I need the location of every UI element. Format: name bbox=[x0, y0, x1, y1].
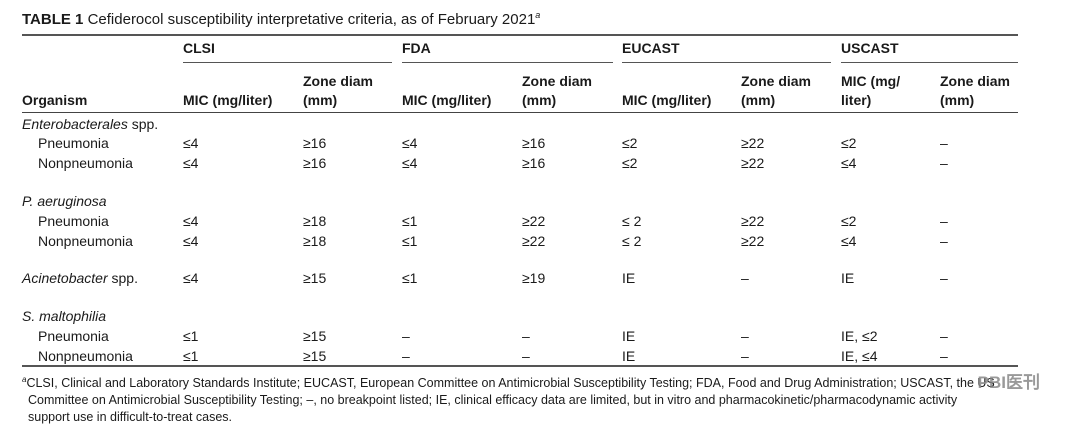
uscast-mic-cell: ≤2 bbox=[841, 135, 857, 151]
clsi-zone-cell: ≥18 bbox=[303, 213, 327, 229]
col-fda-zone: Zone diam (mm) bbox=[522, 73, 593, 108]
organism-cell: Pneumonia bbox=[38, 213, 109, 229]
col-organism: Organism bbox=[22, 92, 88, 108]
uscast-zone-cell: – bbox=[940, 348, 948, 364]
watermark: PBI医刊 bbox=[977, 373, 1040, 392]
organism-cell: S. maltophilia bbox=[22, 308, 107, 324]
col-eucast-mic: MIC (mg/liter) bbox=[622, 92, 712, 108]
eucast-mic-cell: ≤ 2 bbox=[622, 213, 642, 229]
table-title: TABLE 1 Cefiderocol susceptibility inter… bbox=[22, 10, 540, 28]
uscast-mic-cell: ≤4 bbox=[841, 155, 857, 171]
uscast-zone-cell: – bbox=[940, 135, 948, 151]
uscast-zone-cell: – bbox=[940, 233, 948, 249]
uscast-zone-cell: – bbox=[940, 213, 948, 229]
group-uscast: USCAST bbox=[841, 40, 899, 56]
table-number: TABLE 1 bbox=[22, 11, 84, 28]
uscast-mic-cell: IE bbox=[841, 270, 855, 286]
fda-mic-cell: ≤1 bbox=[402, 233, 418, 249]
clsi-mic-cell: ≤1 bbox=[183, 328, 199, 344]
eucast-zone-cell: ≥22 bbox=[741, 233, 765, 249]
clsi-zone-cell: ≥16 bbox=[303, 135, 327, 151]
footnote-text-1: CLSI, Clinical and Laboratory Standards … bbox=[26, 376, 995, 391]
title-footnote-mark: a bbox=[535, 10, 541, 20]
footnote-line-2: Committee on Antimicrobial Susceptibilit… bbox=[28, 393, 958, 408]
eucast-zone-cell: ≥22 bbox=[741, 155, 765, 171]
uscast-mic-cell: ≤2 bbox=[841, 213, 857, 229]
col-clsi-mic: MIC (mg/liter) bbox=[183, 92, 273, 108]
group-rule-eucast bbox=[622, 62, 831, 63]
eucast-zone-cell: – bbox=[741, 328, 749, 344]
fda-mic-cell: ≤1 bbox=[402, 213, 418, 229]
clsi-zone-cell: ≥15 bbox=[303, 348, 327, 364]
clsi-zone-cell: ≥16 bbox=[303, 155, 327, 171]
organism-cell: Pneumonia bbox=[38, 328, 109, 344]
uscast-zone-cell: – bbox=[940, 328, 948, 344]
eucast-zone-cell: – bbox=[741, 348, 749, 364]
eucast-zone-cell: – bbox=[741, 270, 749, 286]
uscast-zone-cell: – bbox=[940, 270, 948, 286]
group-fda: FDA bbox=[402, 40, 431, 56]
fda-zone-cell: – bbox=[522, 348, 530, 364]
header-rule bbox=[22, 112, 1018, 113]
group-rule-fda bbox=[402, 62, 613, 63]
group-rule-clsi bbox=[183, 62, 392, 63]
col-eucast-zone: Zone diam (mm) bbox=[741, 73, 812, 108]
uscast-mic-cell: IE, ≤2 bbox=[841, 328, 878, 344]
clsi-mic-cell: ≤4 bbox=[183, 135, 199, 151]
fda-mic-cell: – bbox=[402, 328, 410, 344]
eucast-zone-cell: ≥22 bbox=[741, 135, 765, 151]
eucast-zone-cell: ≥22 bbox=[741, 213, 765, 229]
bottom-rule bbox=[22, 365, 1018, 367]
fda-mic-cell: ≤4 bbox=[402, 155, 418, 171]
col-uscast-zone: Zone diam (mm) bbox=[940, 73, 1011, 108]
organism-cell: Nonpneumonia bbox=[38, 155, 133, 171]
table-caption: Cefiderocol susceptibility interpretativ… bbox=[87, 11, 536, 28]
eucast-mic-cell: IE bbox=[622, 348, 636, 364]
fda-zone-cell: ≥22 bbox=[522, 233, 546, 249]
fda-zone-cell: ≥16 bbox=[522, 155, 546, 171]
group-rule-uscast bbox=[841, 62, 1018, 63]
table-footnote: aCLSI, Clinical and Laboratory Standards… bbox=[22, 371, 1012, 426]
fda-zone-cell: – bbox=[522, 328, 530, 344]
organism-cell: Nonpneumonia bbox=[38, 233, 133, 249]
organism-cell: Acinetobacter spp. bbox=[22, 270, 138, 286]
organism-cell: P. aeruginosa bbox=[22, 193, 107, 209]
uscast-mic-cell: ≤4 bbox=[841, 233, 857, 249]
eucast-mic-cell: IE bbox=[622, 328, 636, 344]
clsi-zone-cell: ≥15 bbox=[303, 328, 327, 344]
col-fda-mic: MIC (mg/liter) bbox=[402, 92, 492, 108]
eucast-mic-cell: IE bbox=[622, 270, 636, 286]
clsi-mic-cell: ≤4 bbox=[183, 213, 199, 229]
clsi-mic-cell: ≤4 bbox=[183, 233, 199, 249]
clsi-zone-cell: ≥18 bbox=[303, 233, 327, 249]
eucast-mic-cell: ≤ 2 bbox=[622, 233, 642, 249]
organism-cell: Pneumonia bbox=[38, 135, 109, 151]
clsi-mic-cell: ≤1 bbox=[183, 348, 199, 364]
uscast-mic-cell: IE, ≤4 bbox=[841, 348, 878, 364]
footnote-mark: a bbox=[22, 375, 27, 384]
clsi-mic-cell: ≤4 bbox=[183, 155, 199, 171]
group-eucast: EUCAST bbox=[622, 40, 680, 56]
fda-zone-cell: ≥22 bbox=[522, 213, 546, 229]
group-clsi: CLSI bbox=[183, 40, 215, 56]
fda-mic-cell: – bbox=[402, 348, 410, 364]
clsi-zone-cell: ≥15 bbox=[303, 270, 327, 286]
col-uscast-mic: MIC (mg/ liter) bbox=[841, 73, 901, 108]
footnote-line-1: aCLSI, Clinical and Laboratory Standards… bbox=[22, 371, 1012, 392]
eucast-mic-cell: ≤2 bbox=[622, 135, 638, 151]
uscast-zone-cell: – bbox=[940, 155, 948, 171]
organism-cell: Enterobacterales spp. bbox=[22, 116, 159, 132]
clsi-mic-cell: ≤4 bbox=[183, 270, 199, 286]
fda-mic-cell: ≤4 bbox=[402, 135, 418, 151]
footnote-line-3: support use in difficult-to-treat cases. bbox=[28, 410, 233, 425]
fda-zone-cell: ≥19 bbox=[522, 270, 546, 286]
top-rule bbox=[22, 34, 1018, 36]
fda-zone-cell: ≥16 bbox=[522, 135, 546, 151]
eucast-mic-cell: ≤2 bbox=[622, 155, 638, 171]
fda-mic-cell: ≤1 bbox=[402, 270, 418, 286]
col-clsi-zone: Zone diam (mm) bbox=[303, 73, 374, 108]
organism-cell: Nonpneumonia bbox=[38, 348, 133, 364]
